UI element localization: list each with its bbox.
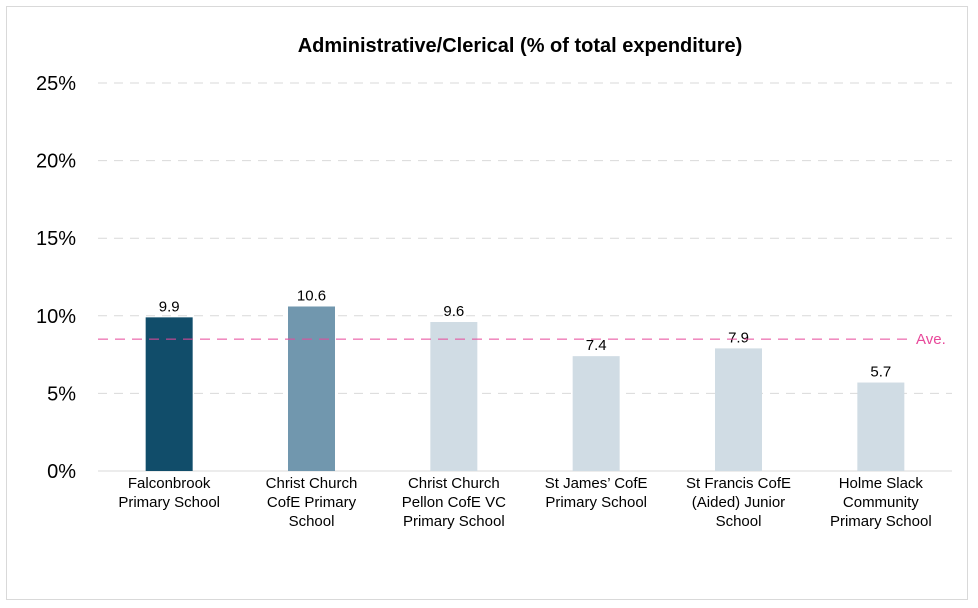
x-tick-label-line: Community: [843, 494, 919, 511]
data-labels: 9.9 10.6 9.6 7.4 7.9 5.7: [159, 287, 892, 380]
x-tick-label-line: Primary School: [403, 513, 505, 530]
bar: [572, 356, 620, 471]
data-label: 9.9: [159, 298, 180, 315]
y-tick-label: 20%: [36, 151, 76, 173]
x-tick-label-line: Christ Church: [408, 475, 500, 492]
bar: [430, 322, 478, 471]
x-tick-label-line: Primary School: [545, 494, 647, 511]
data-label: 7.4: [586, 337, 607, 354]
chart-title: Administrative/Clerical (% of total expe…: [298, 35, 743, 57]
x-tick-label: Christ Church Pellon CofE VC Primary Schoo…: [402, 475, 506, 530]
x-tick-label-line: Christ Church: [266, 475, 358, 492]
bar: [145, 317, 193, 471]
bar: [857, 382, 905, 471]
x-tick-label: St Francis CofE (Aided) Junior School: [686, 475, 791, 530]
x-tick-label-line: Primary School: [118, 494, 220, 511]
data-label: 5.7: [870, 364, 891, 381]
average-label: Ave.: [916, 331, 946, 348]
x-tick-label-line: School: [716, 513, 762, 530]
x-tick-label-line: (Aided) Junior: [692, 494, 785, 511]
x-tick-label-line: School: [289, 513, 335, 530]
x-tick-label-line: St James’ CofE: [545, 475, 648, 492]
chart-frame: [6, 6, 968, 600]
x-tick-label-line: Falconbrook: [128, 475, 211, 492]
x-tick-label: Christ Church CofE Primary School: [266, 475, 358, 530]
x-tick-label-line: St Francis CofE: [686, 475, 791, 492]
x-tick-label: Falconbrook Primary School: [118, 475, 220, 511]
x-axis-ticks: Falconbrook Primary School Christ Church Co…: [118, 475, 931, 530]
data-label: 10.6: [297, 287, 326, 304]
y-axis-ticks: 0% 5% 10% 15% 20% 25%: [36, 73, 76, 483]
x-tick-label-line: Primary School: [830, 513, 932, 530]
y-tick-label: 25%: [36, 73, 76, 95]
x-tick-label: Holme Slack Community Primary School: [830, 475, 932, 530]
bar: [288, 306, 335, 471]
data-label: 7.9: [728, 329, 749, 346]
gridlines: [98, 82, 952, 472]
x-tick-label-line: Holme Slack: [839, 475, 924, 492]
y-tick-label: 15%: [36, 228, 76, 250]
x-tick-label-line: Pellon CofE VC: [402, 494, 506, 511]
bar: [715, 348, 762, 471]
x-tick-label: St James’ CofE Primary School: [545, 475, 648, 511]
y-tick-label: 5%: [47, 383, 76, 405]
x-tick-label-line: CofE Primary: [267, 494, 357, 511]
bars: [145, 306, 905, 471]
average-line-group: Ave.: [98, 331, 946, 348]
y-tick-label: 0%: [47, 461, 76, 483]
y-tick-label: 10%: [36, 306, 76, 328]
data-label: 9.6: [443, 303, 464, 320]
